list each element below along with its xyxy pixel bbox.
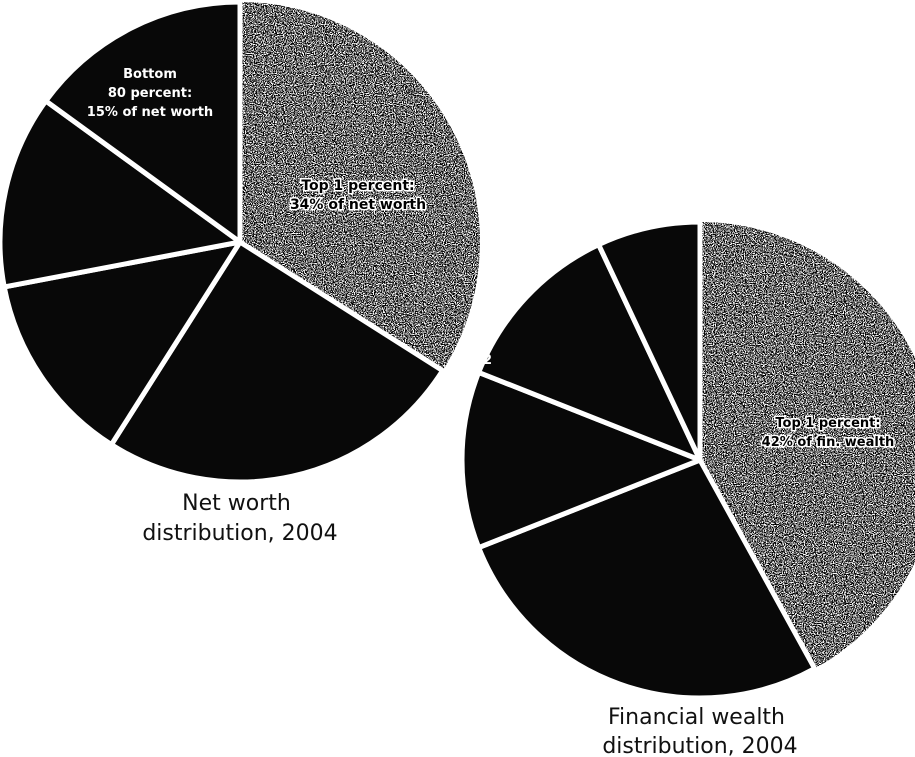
- financial-wealth-slice-5: [596, 219, 703, 463]
- financial-wealth-slice-5-label-line: Bottom 80 percent:: [515, 188, 669, 204]
- net-worth-slice-1-label-line: 34% of net worth: [290, 197, 426, 213]
- financial-wealth-slice-1-label-line: 42% of fin. wealth: [762, 435, 895, 450]
- net-worth-slice-5-label: Bottom 80 percent: 15% of net worth: [87, 67, 213, 120]
- financial-wealth-pie: Top 1 percent: 42% of fin. wealth Ne 12 Bott…: [459, 188, 915, 701]
- financial-wealth-slice-3: [459, 369, 703, 551]
- financial-wealth-slice-2: [476, 457, 818, 701]
- net-worth-slice-1-label-line: Top 1 percent:: [301, 178, 414, 194]
- net-worth-slice-5-label-line: 80 percent:: [108, 86, 192, 101]
- financial-wealth-slice-1-label: Top 1 percent: 42% of fin. wealth: [762, 416, 895, 450]
- net-worth-slice-1-label: Top 1 percent: 34% of net worth: [290, 178, 426, 213]
- financial-wealth-pie-title: Financial wealth distribution, 2004: [602, 705, 797, 757]
- net-worth-slice-5: [43, 0, 243, 245]
- financial-wealth-slice-5-label: Bottom 80 percent: 7% of fin. wealth: [515, 188, 669, 223]
- net-worth-slice-3: [1, 239, 243, 448]
- financial-wealth-slice-3-label-line: 12: [474, 353, 492, 368]
- net-worth-slice-4: [0, 98, 243, 290]
- financial-wealth-slice-1-label-line: Top 1 percent:: [775, 416, 880, 431]
- financial-wealth-slice-5-label-line: 7% of fin. wealth: [525, 207, 658, 223]
- financial-wealth-slice-3-label: Ne 12: [474, 333, 494, 368]
- net-worth-pie-title: Net worth distribution, 2004: [142, 491, 337, 546]
- net-worth-slice-5-label-line: 15% of net worth: [87, 105, 213, 120]
- financial-wealth-slice-3-label-line: Ne: [474, 333, 494, 348]
- net-worth-slice-2: [108, 239, 446, 485]
- financial-wealth-slice-4: [476, 242, 703, 463]
- net-worth-slice-5-label-line: Bottom: [123, 67, 177, 82]
- net-worth-pie: Top 1 percent: 34% of net worth Bottom 80 p…: [0, 0, 481, 485]
